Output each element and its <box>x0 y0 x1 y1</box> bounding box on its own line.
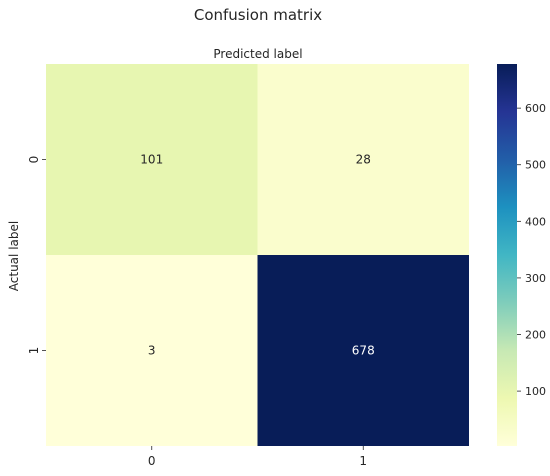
x-tick-label: 1 <box>359 454 367 468</box>
colorbar-tick-label: 500 <box>525 159 546 172</box>
colorbar-tick-label: 200 <box>525 329 546 342</box>
heatmap-cell <box>46 255 258 446</box>
colorbar-tick-label: 300 <box>525 272 546 285</box>
x-axis-label: Predicted label <box>213 47 302 61</box>
colorbar-tick-label: 100 <box>525 385 546 398</box>
chart-title: Confusion matrix <box>194 6 322 24</box>
x-tick-label: 0 <box>148 454 156 468</box>
cell-value-label: 3 <box>148 344 156 358</box>
y-tick-label: 0 <box>27 156 41 164</box>
cell-value-label: 678 <box>352 344 375 358</box>
cell-value-label: 28 <box>356 153 371 167</box>
heatmap-cells: 101 28 3 678 <box>46 64 469 446</box>
heatmap-cell <box>46 64 258 255</box>
y-tick-label: 1 <box>27 347 41 355</box>
heatmap-cell <box>257 255 469 446</box>
heatmap-cell <box>257 64 469 255</box>
colorbar-tick-label: 400 <box>525 215 546 228</box>
y-axis-ticks: 01 <box>27 156 46 355</box>
colorbar-ticks: 100 200 300 400 500 600 <box>517 102 546 398</box>
colorbar <box>497 64 517 446</box>
cell-value-label: 101 <box>140 153 163 167</box>
colorbar-tick-label: 600 <box>525 102 546 115</box>
y-axis-label: Actual label <box>7 221 21 291</box>
